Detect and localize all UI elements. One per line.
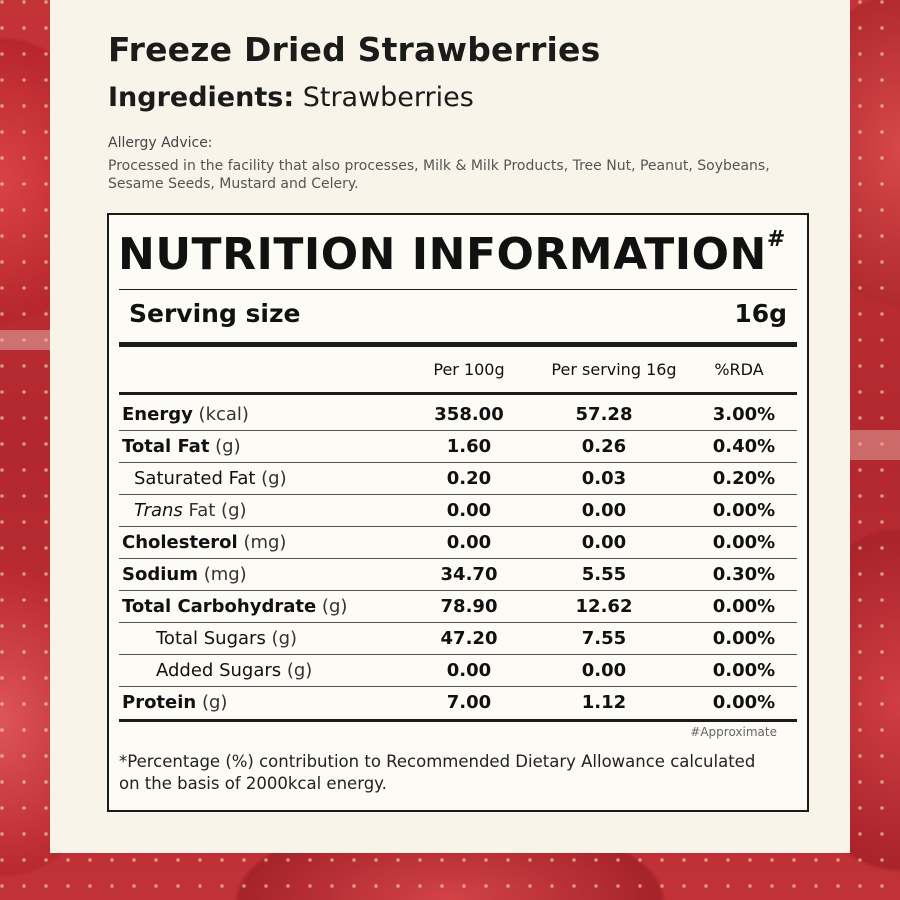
value-per-100g: 34.70: [440, 564, 498, 585]
value-per-serving: 0.00: [581, 532, 627, 553]
value-rda: 0.40%: [712, 436, 776, 457]
value-per-100g: 78.90: [440, 596, 498, 617]
value-per-serving: 5.55: [581, 564, 627, 585]
table-row: Sodium (mg) 34.70 5.55 0.30%: [119, 559, 797, 591]
nutrient-name: Total Sugars (g): [156, 628, 298, 649]
nutrient-name: Sodium (mg): [122, 564, 247, 585]
nutrient-name: Total Carbohydrate (g): [122, 596, 348, 617]
table-bottom-divider: [119, 719, 797, 722]
panel-title-mark: #: [766, 227, 786, 252]
panel-title: NUTRITION INFORMATION#: [118, 227, 786, 280]
allergy-text: Processed in the facility that also proc…: [108, 158, 770, 192]
nutrient-name: Saturated Fat (g): [134, 468, 287, 489]
allergy-title: Allergy Advice:: [108, 135, 213, 151]
serving-size-value: 16g: [734, 299, 787, 328]
value-per-serving: 0.26: [581, 436, 627, 457]
ingredients-line: Ingredients: Strawberries: [108, 82, 474, 113]
table-row: Total Carbohydrate (g) 78.90 12.62 0.00%: [119, 591, 797, 623]
nutrient-name: Cholesterol (mg): [122, 532, 287, 553]
value-rda: 0.00%: [712, 660, 776, 681]
value-per-100g: 0.00: [446, 660, 492, 681]
value-rda: 0.20%: [712, 468, 776, 489]
nutrition-panel: NUTRITION INFORMATION# Serving size 16g …: [107, 213, 809, 812]
value-per-100g: 358.00: [434, 404, 504, 425]
table-row: Energy (kcal) 358.00 57.28 3.00%: [119, 399, 797, 431]
nutrient-name: Added Sugars (g): [156, 660, 313, 681]
value-per-serving: 1.12: [581, 692, 627, 713]
value-rda: 0.00%: [712, 628, 776, 649]
value-rda: 3.00%: [712, 404, 776, 425]
value-per-serving: 12.62: [575, 596, 633, 617]
table-row: Added Sugars (g) 0.00 0.00 0.00%: [119, 655, 797, 687]
background-highlight: [0, 330, 50, 350]
approximate-note: #Approximate: [690, 725, 777, 739]
table-row: Saturated Fat (g) 0.20 0.03 0.20%: [119, 463, 797, 495]
value-rda: 0.30%: [712, 564, 776, 585]
column-header-per-serving: Per serving 16g: [551, 360, 677, 379]
ingredients-value: Strawberries: [302, 82, 474, 113]
ingredients-label: Ingredients:: [108, 82, 295, 113]
table-row: Trans Fat (g) 0.00 0.00 0.00%: [119, 495, 797, 527]
value-per-100g: 0.00: [446, 500, 492, 521]
table-row: Protein (g) 7.00 1.12 0.00%: [119, 687, 797, 718]
product-name: Freeze Dried Strawberries: [108, 30, 601, 69]
value-rda: 0.00%: [712, 596, 776, 617]
nutrient-name: Total Fat (g): [122, 436, 241, 457]
nutrient-name: Trans Fat (g): [134, 500, 247, 521]
value-per-100g: 7.00: [446, 692, 492, 713]
value-per-serving: 0.00: [581, 660, 627, 681]
value-per-100g: 1.60: [446, 436, 492, 457]
header-divider: [119, 392, 797, 395]
thick-divider: [119, 342, 797, 347]
column-header-rda: %RDA: [714, 360, 764, 379]
serving-size-label: Serving size: [129, 299, 301, 328]
table-row: Cholesterol (mg) 0.00 0.00 0.00%: [119, 527, 797, 559]
value-per-serving: 0.00: [581, 500, 627, 521]
value-per-100g: 0.00: [446, 532, 492, 553]
value-per-serving: 57.28: [575, 404, 633, 425]
value-per-100g: 47.20: [440, 628, 498, 649]
value-rda: 0.00%: [712, 500, 776, 521]
nutrient-name: Energy (kcal): [122, 404, 249, 425]
background-highlight: [850, 430, 900, 460]
table-row: Total Sugars (g) 47.20 7.55 0.00%: [119, 623, 797, 655]
column-header-per-100g: Per 100g: [433, 360, 505, 379]
value-per-serving: 0.03: [581, 468, 627, 489]
value-per-serving: 7.55: [581, 628, 627, 649]
label-card: Freeze Dried Strawberries Ingredients: S…: [50, 0, 850, 853]
table-row: Total Fat (g) 1.60 0.26 0.40%: [119, 431, 797, 463]
nutrient-name: Protein (g): [122, 692, 228, 713]
value-per-100g: 0.20: [446, 468, 492, 489]
value-rda: 0.00%: [712, 532, 776, 553]
rda-footnote: *Percentage (%) contribution to Recommen…: [119, 752, 756, 793]
panel-title-text: NUTRITION INFORMATION: [118, 229, 767, 280]
divider: [119, 289, 797, 290]
value-rda: 0.00%: [712, 692, 776, 713]
